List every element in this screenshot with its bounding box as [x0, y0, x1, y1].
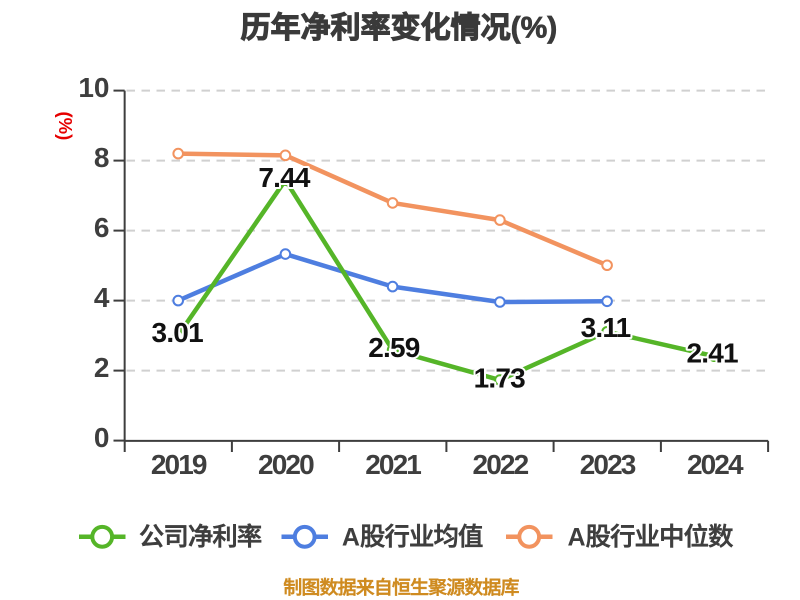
svg-text:7.44: 7.44 [258, 162, 311, 193]
svg-text:2023: 2023 [580, 449, 636, 480]
svg-text:8: 8 [94, 142, 110, 173]
svg-text:A: A [568, 523, 586, 551]
svg-text:2019: 2019 [151, 449, 207, 480]
svg-text:2022: 2022 [473, 449, 529, 480]
svg-text:(%): (%) [511, 12, 558, 45]
svg-text:10: 10 [78, 72, 109, 103]
svg-text:2: 2 [94, 352, 110, 383]
svg-text:(%): (%) [55, 112, 76, 141]
svg-text:2.59: 2.59 [368, 332, 420, 363]
svg-text:2024: 2024 [687, 449, 744, 480]
svg-text:0: 0 [94, 422, 110, 453]
svg-text:6: 6 [94, 212, 110, 243]
svg-text:2020: 2020 [258, 449, 314, 480]
svg-text:3.11: 3.11 [581, 312, 631, 343]
svg-text:2.41: 2.41 [686, 337, 738, 368]
svg-text:A: A [342, 523, 360, 551]
svg-text:1.73: 1.73 [474, 363, 526, 394]
svg-text:2021: 2021 [365, 449, 421, 480]
svg-text:3.01: 3.01 [152, 317, 204, 348]
svg-text:4: 4 [94, 282, 110, 313]
